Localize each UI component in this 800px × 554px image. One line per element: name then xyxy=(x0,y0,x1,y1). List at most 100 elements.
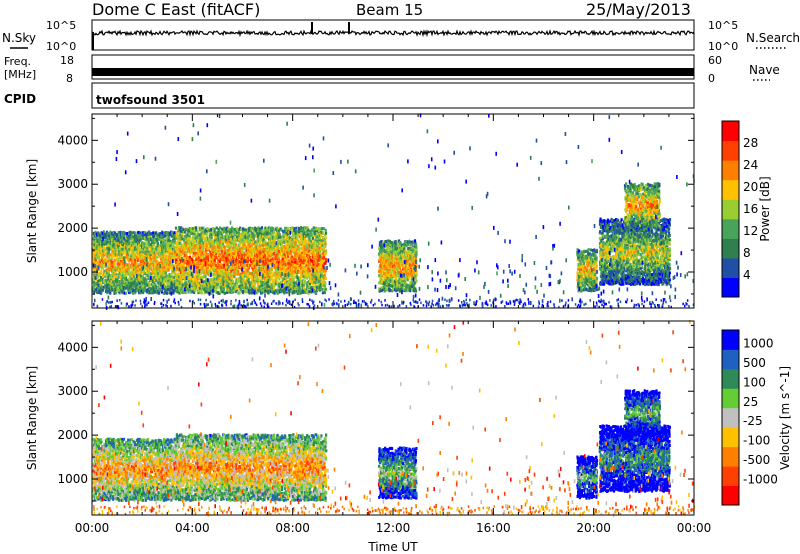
echo-cell xyxy=(174,272,177,276)
echo-cell xyxy=(98,258,101,262)
echo-cell xyxy=(126,249,129,253)
echo-cell xyxy=(101,231,104,235)
echo-cell xyxy=(195,281,198,285)
echo-cell xyxy=(304,267,307,271)
echo-cell xyxy=(115,291,118,295)
echo-cell xyxy=(134,277,137,281)
echo-cell xyxy=(107,259,110,263)
echo-cell xyxy=(247,280,250,284)
echo-cell xyxy=(138,271,141,275)
echo-cell xyxy=(109,291,112,295)
date-title: 25/May/2013 xyxy=(586,0,691,19)
echo-cell xyxy=(130,248,133,251)
echo-cell xyxy=(162,275,165,279)
echo-cell xyxy=(96,248,99,252)
echo-cell xyxy=(156,233,159,237)
echo-cell xyxy=(273,291,276,295)
echo-cell xyxy=(184,244,187,248)
echo-cell xyxy=(139,291,142,295)
echo-cell xyxy=(158,250,161,254)
echo-cell xyxy=(127,247,130,251)
echo-cell xyxy=(178,231,181,235)
echo-cell xyxy=(113,250,116,253)
echo-cell xyxy=(287,251,290,255)
echo-cell xyxy=(145,274,148,278)
echo-cell xyxy=(192,241,195,245)
echo-cell xyxy=(138,278,141,282)
echo-cell xyxy=(126,283,129,287)
echo-cell xyxy=(170,250,173,253)
echo-cell xyxy=(95,236,98,240)
echo-cell xyxy=(131,283,134,287)
echo-cell xyxy=(150,251,153,255)
echo-cell xyxy=(104,259,107,263)
echo-cell xyxy=(162,284,165,287)
echo-cell xyxy=(196,279,199,283)
echo-cell xyxy=(193,239,196,243)
echo-cell xyxy=(101,263,104,267)
echo-cell xyxy=(195,251,198,255)
echo-cell xyxy=(189,249,192,253)
echo-cell xyxy=(96,256,99,260)
echo-cell xyxy=(107,271,110,275)
echo-cell xyxy=(128,242,131,245)
echo-cell xyxy=(127,255,130,259)
echo-cell xyxy=(143,269,146,273)
echo-cell xyxy=(137,267,140,271)
echo-cell xyxy=(128,277,131,281)
echo-cell xyxy=(182,258,185,262)
echo-cell xyxy=(92,242,95,246)
echo-cell xyxy=(155,239,159,243)
echo-cell xyxy=(108,259,111,263)
echo-cell xyxy=(156,241,159,245)
freq-label-line1: Freq. xyxy=(4,55,31,68)
echo-cell xyxy=(130,265,133,269)
echo-cell xyxy=(175,258,178,262)
echo-cell xyxy=(135,245,139,249)
echo-cell xyxy=(132,266,135,270)
echo-cell xyxy=(136,250,139,254)
echo-cell xyxy=(198,286,202,290)
echo-cell xyxy=(111,241,114,245)
echo-cell xyxy=(109,234,112,237)
echo-cell xyxy=(186,287,189,291)
echo-cell xyxy=(227,284,230,288)
echo-cell xyxy=(96,267,99,270)
echo-cell xyxy=(168,285,171,289)
echo-cell xyxy=(159,255,162,259)
echo-cell xyxy=(189,258,192,262)
echo-cell xyxy=(150,253,153,257)
echo-cell xyxy=(115,273,118,277)
echo-cell xyxy=(97,283,101,287)
echo-cell xyxy=(135,289,138,293)
echo-cell xyxy=(253,285,256,289)
echo-cell xyxy=(126,240,129,243)
echo-cell xyxy=(187,237,190,241)
echo-cell xyxy=(202,231,205,235)
echo-cell xyxy=(155,269,158,273)
echo-cell xyxy=(112,277,115,281)
echo-cell xyxy=(160,260,163,264)
echo-cell xyxy=(152,289,155,293)
echo-cell xyxy=(198,249,202,253)
echo-cell xyxy=(118,289,121,292)
echo-cell xyxy=(101,239,104,243)
echo-cell xyxy=(134,243,137,247)
echo-cell xyxy=(166,274,169,278)
echo-cell xyxy=(140,234,143,238)
echo-cell xyxy=(189,288,192,292)
echo-cell xyxy=(120,249,123,253)
echo-cell xyxy=(161,253,164,257)
echo-cell xyxy=(165,256,169,260)
echo-cell xyxy=(200,265,203,269)
echo-cell xyxy=(150,287,153,291)
echo-cell xyxy=(110,263,113,267)
echo-cell xyxy=(97,236,100,240)
echo-cell xyxy=(132,249,135,252)
echo-cell xyxy=(164,249,168,253)
echo-cell xyxy=(109,253,112,257)
echo-cell xyxy=(103,279,106,282)
echo-cell xyxy=(119,285,122,289)
echo-cell xyxy=(148,232,151,236)
echo-cell xyxy=(187,228,190,232)
